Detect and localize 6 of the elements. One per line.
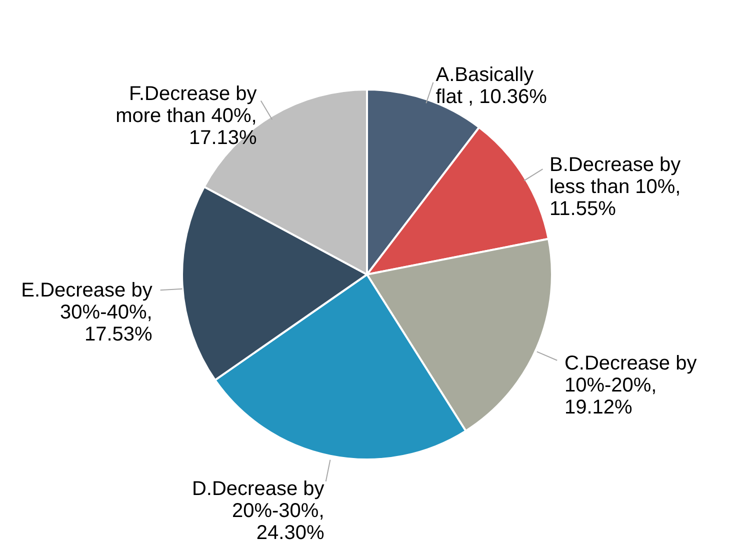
slice-label: B.Decrease by less than 10%, 11.55% <box>550 154 681 220</box>
slice-label: E.Decrease by 30%-40%, 17.53% <box>21 280 153 346</box>
slice-label: D.Decrease by 20%-30%, 24.30% <box>192 478 324 544</box>
slice-label: A.Basically flat , 10.36% <box>436 64 548 108</box>
slice-label: C.Decrease by 10%-20%, 19.12% <box>564 352 697 419</box>
slice-label: F.Decrease by more than 40%, 17.13% <box>116 82 257 149</box>
